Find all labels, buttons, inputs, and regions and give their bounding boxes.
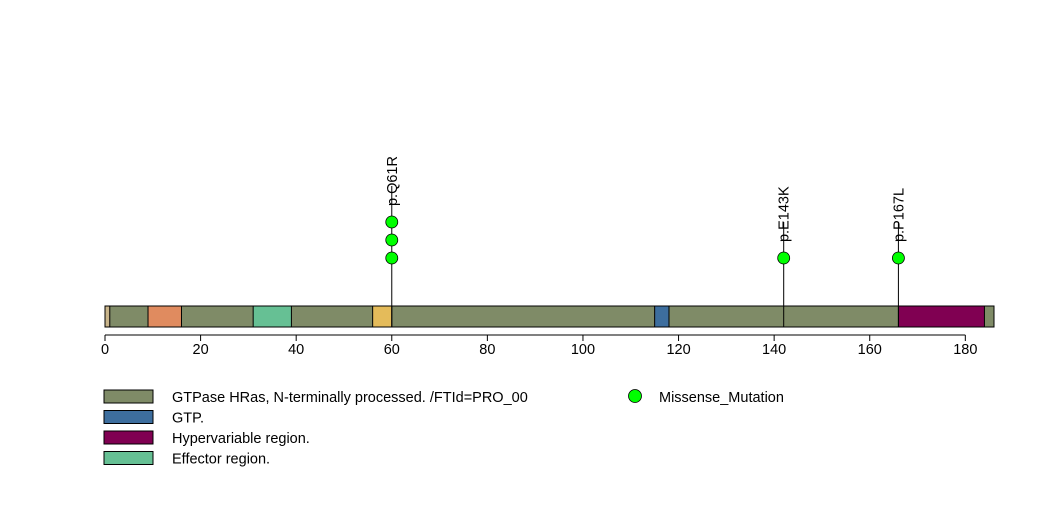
x-tick-label: 0 [101,342,109,358]
mutation-label: p.Q61R [385,156,401,206]
mutation-point [385,251,399,265]
x-tick-label: 140 [762,342,786,358]
legend-label: GTPase HRas, N-terminally processed. /FT… [172,390,528,406]
legend-label: Hypervariable region. [172,431,310,447]
legend-swatch [103,451,154,465]
legend-label: GTP. [172,411,204,427]
protein-track [104,305,995,328]
legend: GTPase HRas, N-terminally processed. /FT… [103,389,784,468]
mutation-label: p.P167L [891,188,907,242]
domain-block [654,305,670,328]
mutation-label: p.E143K [777,186,793,242]
domain-block [252,305,292,328]
x-tick-label: 60 [384,342,400,358]
x-tick-label: 80 [479,342,495,358]
domain-block [147,305,182,328]
mutation-point [385,233,399,247]
legend-swatch [103,430,154,445]
domain-block [897,305,985,328]
mutation-layer: p.Q61R p.E143K p.P167L [385,156,907,327]
x-tick-label: 120 [666,342,690,358]
mutation-point [385,215,399,229]
legend-swatch [103,389,154,404]
mutation-point [892,251,905,265]
mutation-point [777,251,791,265]
x-tick-label: 40 [288,342,304,358]
legend-mutation-marker [628,389,642,403]
legend-label: Effector region. [172,452,270,468]
domain-block [372,305,393,328]
x-axis: 0 20 40 60 80 100 120 140 160 180 [101,334,977,358]
domain-block [109,305,995,328]
x-tick-label: 180 [953,342,977,358]
legend-mutation-label: Missense_Mutation [659,390,784,406]
x-tick-label: 160 [858,342,882,358]
legend-swatch [103,410,154,424]
x-tick-label: 20 [193,342,209,358]
x-tick-label: 100 [571,342,595,358]
